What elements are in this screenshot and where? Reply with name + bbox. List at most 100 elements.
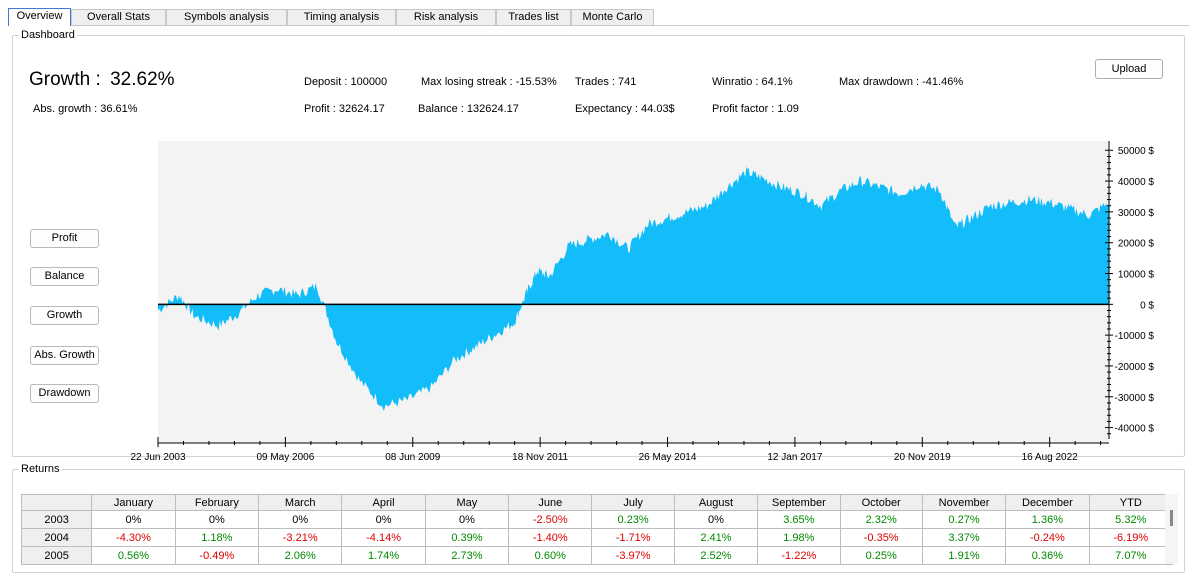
return-cell: 0.27% — [921, 510, 1007, 529]
equity-area-series — [158, 166, 1109, 412]
table-row[interactable]: 2004 -4.30% 1.18% -3.21% -4.14% 0.39% -1.40% -1… — [20, 528, 1174, 547]
balance-stat: Balance : 132624.17 — [418, 103, 519, 115]
drawdown-button[interactable]: Drawdown — [30, 384, 99, 403]
y-tick-label: -30000 $ — [1115, 393, 1155, 404]
return-cell: 1.18% — [174, 528, 260, 547]
returns-legend: Returns — [21, 463, 60, 475]
trades-stat: Trades : 741 — [575, 76, 637, 88]
tab-monte-carlo[interactable]: Monte Carlo — [571, 9, 654, 26]
balance-button[interactable]: Balance — [30, 267, 99, 286]
dashboard-legend: Dashboard — [21, 29, 75, 41]
winratio-stat: Winratio : 64.1% — [712, 76, 793, 88]
return-cell: 3.65% — [757, 510, 841, 529]
dashboard-panel: Dashboard Growth : 32.62% Abs. growth : … — [12, 29, 1185, 463]
return-cell: 7.07% — [1088, 546, 1174, 565]
return-cell: 0% — [258, 510, 343, 529]
returns-header-row: January February March April May June July Augu… — [20, 494, 1174, 511]
tab-bar: Overview Overall Stats Symbols analysis … — [8, 8, 654, 26]
deposit-stat: Deposit : 100000 — [304, 76, 388, 88]
header-may: May — [424, 494, 510, 511]
header-march: March — [258, 494, 343, 511]
header-september: September — [757, 494, 841, 511]
tab-overall-stats[interactable]: Overall Stats — [71, 9, 166, 26]
return-cell: -6.19% — [1088, 528, 1174, 547]
return-cell: 1.74% — [341, 546, 426, 565]
max-drawdown-stat: Max drawdown : -41.46% — [839, 76, 964, 88]
tab-timing-analysis[interactable]: Timing analysis — [287, 9, 396, 26]
x-tick-label: 26 May 2014 — [639, 452, 697, 463]
x-tick-label: 18 Nov 2011 — [512, 452, 568, 463]
expectancy-stat: Expectancy : 44.03$ — [575, 103, 675, 115]
profit-button[interactable]: Profit — [30, 229, 99, 248]
header-december: December — [1005, 494, 1090, 511]
upload-button[interactable]: Upload — [1095, 59, 1163, 79]
tab-overview[interactable]: Overview — [8, 8, 71, 26]
year-cell: 2003 — [20, 510, 93, 529]
returns-panel: Returns January February March April May June… — [12, 463, 1185, 573]
return-cell: 0% — [91, 510, 176, 529]
return-cell: 2.73% — [424, 546, 510, 565]
header-year — [20, 494, 93, 511]
header-july: July — [591, 494, 675, 511]
return-cell: 1.98% — [757, 528, 841, 547]
y-tick-label: 10000 $ — [1118, 270, 1155, 281]
profit-factor-stat: Profit factor : 1.09 — [712, 103, 799, 115]
table-row[interactable]: 2003 0% 0% 0% 0% 0% -2.50% 0.23% 0% 3.65% 2.32% 0.2… — [20, 510, 1174, 529]
header-june: June — [508, 494, 593, 511]
y-tick-label: 20000 $ — [1118, 239, 1155, 250]
return-cell: 2.41% — [673, 528, 759, 547]
x-tick-label: 22 Jun 2003 — [130, 452, 185, 463]
tab-trades-list[interactable]: Trades list — [496, 9, 571, 26]
header-november: November — [921, 494, 1007, 511]
return-cell: -4.14% — [341, 528, 426, 547]
tab-divider — [8, 25, 1189, 26]
return-cell: 1.91% — [921, 546, 1007, 565]
header-ytd: YTD — [1088, 494, 1174, 511]
abs-growth-button[interactable]: Abs. Growth — [30, 346, 99, 365]
x-tick-label: 16 Aug 2022 — [1022, 452, 1079, 463]
header-april: April — [341, 494, 426, 511]
return-cell: -0.24% — [1005, 528, 1090, 547]
return-cell: 3.37% — [921, 528, 1007, 547]
return-cell: -3.21% — [258, 528, 343, 547]
x-tick-label: 08 Jun 2009 — [385, 452, 440, 463]
return-cell: 0% — [174, 510, 260, 529]
growth-value: 32.62% — [110, 69, 175, 90]
profit-stat: Profit : 32624.17 — [304, 103, 385, 115]
y-tick-label: -20000 $ — [1115, 362, 1155, 373]
tab-symbols-analysis[interactable]: Symbols analysis — [166, 9, 287, 26]
returns-table: January February March April May June July Augu… — [20, 494, 1174, 565]
return-cell: -1.40% — [508, 528, 593, 547]
abs-growth-stat: Abs. growth : 36.61% — [33, 103, 138, 115]
header-october: October — [839, 494, 923, 511]
header-august: August — [673, 494, 759, 511]
returns-scrollbar[interactable] — [1165, 494, 1178, 564]
return-cell: 0.39% — [424, 528, 510, 547]
table-row[interactable]: 2005 0.56% -0.49% 2.06% 1.74% 2.73% 0.60% -3.97… — [20, 546, 1174, 565]
return-cell: 1.36% — [1005, 510, 1090, 529]
header-january: January — [91, 494, 176, 511]
growth-title: Growth : 32.62% — [29, 69, 175, 91]
y-tick-label: -40000 $ — [1115, 424, 1155, 435]
return-cell: -0.35% — [839, 528, 923, 547]
y-tick-label: 40000 $ — [1118, 177, 1155, 188]
return-cell: 0% — [673, 510, 759, 529]
x-tick-label: 09 May 2006 — [256, 452, 314, 463]
header-february: February — [174, 494, 260, 511]
return-cell: 2.32% — [839, 510, 923, 529]
returns-scrollbar-thumb[interactable] — [1170, 510, 1173, 526]
max-losing-streak-stat: Max losing streak : -15.53% — [421, 76, 557, 88]
tab-risk-analysis[interactable]: Risk analysis — [396, 9, 496, 26]
x-tick-label: 20 Nov 2019 — [894, 452, 951, 463]
y-tick-label: 50000 $ — [1118, 146, 1155, 157]
returns-table-wrap: January February March April May June July Augu… — [20, 494, 1175, 565]
equity-chart: 50000 $ 40000 $ 30000 $ 20000 $ 10000 $ 0 $ -1… — [130, 141, 1155, 463]
year-cell: 2004 — [20, 528, 93, 547]
growth-button[interactable]: Growth — [30, 306, 99, 325]
return-cell: 5.32% — [1088, 510, 1174, 529]
return-cell: 0% — [424, 510, 510, 529]
return-cell: -1.71% — [591, 528, 675, 547]
y-tick-label: 30000 $ — [1118, 208, 1155, 219]
y-tick-label: 0 $ — [1140, 300, 1154, 311]
x-tick-label: 12 Jan 2017 — [767, 452, 822, 463]
